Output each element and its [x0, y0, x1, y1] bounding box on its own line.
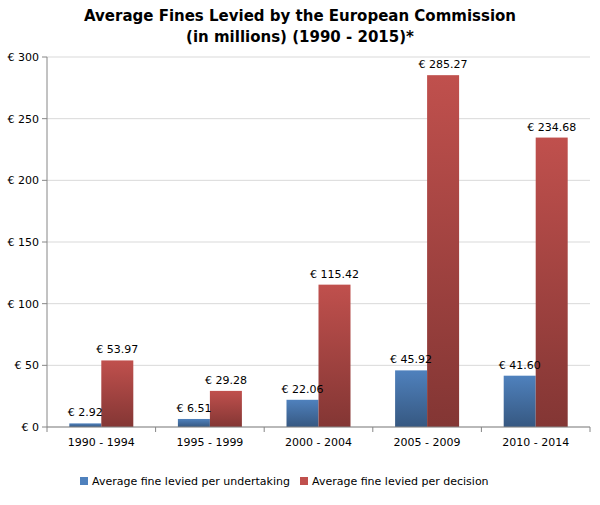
x-tick [155, 427, 156, 432]
x-tick-label: 2010 - 2014 [502, 436, 569, 449]
y-tick-label: € 200 [8, 174, 40, 187]
chart: Average Fines Levied by the European Com… [0, 0, 600, 505]
y-tick-label: € 250 [8, 113, 40, 126]
bar [504, 376, 536, 427]
bar [101, 360, 133, 427]
x-tick [590, 427, 591, 432]
bar [69, 423, 101, 427]
y-tick [42, 57, 47, 58]
x-tick-label: 2000 - 2004 [285, 436, 352, 449]
x-tick-label: 2005 - 2009 [394, 436, 461, 449]
x-tick [372, 427, 373, 432]
bar [427, 75, 459, 427]
data-label: € 22.06 [282, 383, 324, 396]
y-tick-label: € 0 [22, 421, 40, 434]
data-label: € 45.92 [390, 353, 432, 366]
y-tick [42, 242, 47, 243]
y-tick-label: € 150 [8, 236, 40, 249]
bar [319, 285, 351, 427]
legend-label: Average fine levied per decision [312, 475, 489, 488]
legend-label: Average fine levied per undertaking [92, 475, 290, 488]
x-tick-label: 1995 - 1999 [176, 436, 243, 449]
data-label: € 6.51 [176, 402, 211, 415]
x-tick-label: 1990 - 1994 [68, 436, 135, 449]
y-tick [42, 118, 47, 119]
subtitle: (in millions) (1990 - 2015)* [186, 28, 414, 46]
data-label: € 53.97 [96, 343, 138, 356]
data-label: € 285.27 [419, 58, 468, 71]
y-tick-label: € 100 [8, 298, 40, 311]
bar [536, 138, 568, 427]
y-tick [42, 180, 47, 181]
x-tick [47, 427, 48, 432]
data-labels: € 2.92 € 6.51 € 22.06 € 45.92 € 41.60 € 53.97… [68, 58, 576, 419]
grid-line [47, 180, 590, 181]
bar [395, 370, 427, 427]
legend: Average fine levied per undertaking Avera… [80, 475, 489, 488]
bar [287, 400, 319, 427]
grid-line [47, 57, 590, 58]
y-tick [42, 303, 47, 304]
grid-line [47, 118, 590, 119]
grid-line [47, 427, 590, 428]
grid-line [47, 242, 590, 243]
data-label: € 2.92 [68, 406, 103, 419]
data-label: € 234.68 [527, 121, 576, 134]
title: Average Fines Levied by the European Com… [84, 7, 516, 25]
legend-swatch [300, 477, 308, 485]
bar [178, 419, 210, 427]
x-tick [481, 427, 482, 432]
data-label: € 29.28 [205, 374, 247, 387]
legend-swatch [80, 477, 88, 485]
data-label: € 41.60 [499, 359, 541, 372]
bars [69, 75, 567, 427]
y-tick [42, 365, 47, 366]
x-tick [264, 427, 265, 432]
background [0, 0, 600, 505]
x-axis [47, 427, 590, 428]
y-tick-label: € 50 [15, 359, 40, 372]
bar [210, 391, 242, 427]
y-tick-label: € 300 [8, 51, 40, 64]
data-label: € 115.42 [310, 268, 359, 281]
y-tick [42, 427, 47, 428]
y-axis [47, 57, 48, 427]
